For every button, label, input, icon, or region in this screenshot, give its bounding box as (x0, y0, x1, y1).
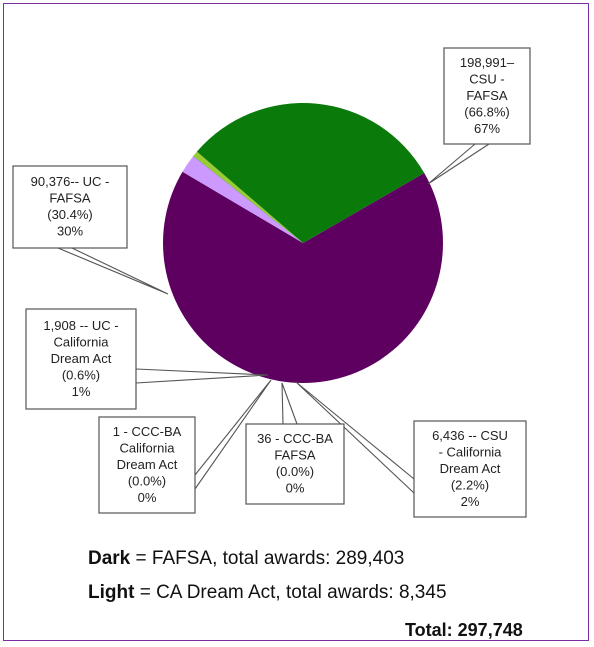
callout-box-csu-fafsa (443, 47, 531, 145)
light-legend-text: = CA Dream Act, total awards: 8,345 (134, 582, 447, 603)
pie-slice-csu-dream-act (182, 156, 303, 243)
pie-slices (163, 102, 444, 383)
callout-label-csu-dream-act-line-2: - California (439, 444, 503, 459)
callout-label-ccc-ba-fafsa-line-4: 0% (286, 481, 305, 496)
light-legend-key: Light (88, 582, 135, 603)
dark-legend-text: = FAFSA, total awards: 289,403 (130, 548, 405, 569)
callout-leader-csu-dream-act (295, 381, 415, 494)
chart-frame (3, 3, 589, 641)
callout-label-csu-fafsa-line-5: 67% (474, 121, 500, 136)
callout-label-csu-fafsa-line-3: FAFSA (466, 88, 508, 103)
pie-slice-uc-fafsa (196, 102, 425, 244)
pie-slice-csu-fafsa (163, 171, 444, 383)
pie-slice-uc-dream-act (193, 151, 303, 243)
callout-leader-uc-fafsa (57, 247, 169, 295)
callout-label-uc-fafsa-line-2: FAFSA (49, 191, 91, 206)
callout-label-uc-dream-act-line-4: (0.6%) (62, 367, 100, 382)
callout-label-ccc-ba-dream-act-line-5: 0% (138, 490, 157, 505)
callout-label-ccc-ba-dream-act-line-2: California (120, 440, 176, 455)
callout-box-csu-dream-act (413, 420, 527, 518)
total-awards: Total: 297,748 (405, 620, 523, 640)
callout-label-ccc-ba-dream-act-line-3: Dream Act (117, 457, 178, 472)
callout-leader-ccc-ba-fafsa (281, 382, 298, 425)
callout-box-uc-dream-act (25, 308, 137, 410)
callout-leader-csu-fafsa (427, 143, 490, 185)
callout-label-uc-dream-act-line-2: California (54, 334, 110, 349)
callout-label-ccc-ba-dream-act-line-4: (0.0%) (128, 473, 166, 488)
callout-label-csu-fafsa-line-2: CSU - (469, 71, 504, 86)
callout-label-uc-fafsa-line-4: 30% (57, 224, 83, 239)
callout-box-uc-fafsa (12, 165, 128, 249)
callout-label-uc-dream-act-line-3: Dream Act (51, 351, 112, 366)
callout-label-ccc-ba-fafsa-line-3: (0.0%) (276, 464, 314, 479)
callout-box-ccc-ba-fafsa (245, 423, 345, 505)
callout-label-ccc-ba-fafsa-line-2: FAFSA (274, 448, 316, 463)
callout-label-uc-dream-act-line-1: 1,908 -- UC - (43, 318, 118, 333)
callout-leader-uc-dream-act (135, 368, 269, 384)
callout-label-csu-dream-act-line-4: (2.2%) (451, 477, 489, 492)
dark-legend-line: Dark = FAFSA, total awards: 289,403 (88, 548, 404, 570)
callout-box-ccc-ba-dream-act (98, 416, 196, 514)
callout-label-ccc-ba-fafsa-line-1: 36 - CCC-BA (257, 431, 333, 446)
callout-label-csu-dream-act-line-5: 2% (461, 494, 480, 509)
callout-label-csu-dream-act-line-1: 6,436 -- CSU (432, 428, 508, 443)
callout-label-uc-fafsa-line-1: 90,376-- UC - (31, 174, 110, 189)
callout-labels: 198,991–CSU -FAFSA(66.8%)67%6,436 -- CSU… (12, 47, 531, 518)
callout-label-uc-fafsa-line-3: (30.4%) (47, 207, 93, 222)
callout-label-ccc-ba-dream-act-line-1: 1 - CCC-BA (113, 424, 182, 439)
callout-label-csu-fafsa-line-1: 198,991– (460, 55, 515, 70)
callout-leaders (57, 143, 490, 494)
callout-leader-ccc-ba-dream-act (194, 379, 272, 490)
callout-label-csu-dream-act-line-3: Dream Act (440, 461, 501, 476)
light-legend-line: Light = CA Dream Act, total awards: 8,34… (88, 582, 447, 604)
callout-label-csu-fafsa-line-4: (66.8%) (464, 104, 510, 119)
dark-legend-key: Dark (88, 548, 131, 569)
callout-label-uc-dream-act-line-5: 1% (72, 384, 91, 399)
